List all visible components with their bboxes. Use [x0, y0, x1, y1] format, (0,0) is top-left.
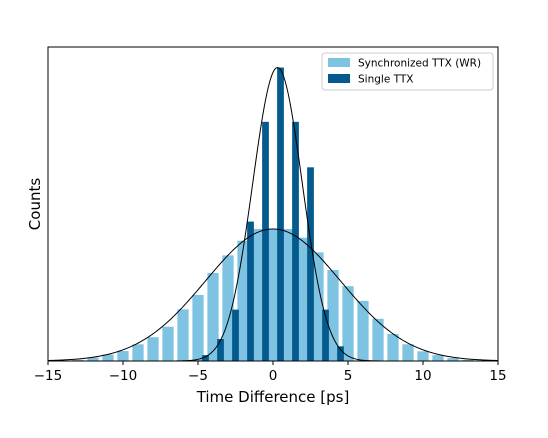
bar-synchronized-ttx	[117, 351, 129, 361]
bar-synchronized-ttx	[357, 300, 369, 361]
bar-synchronized-ttx	[87, 357, 99, 361]
bar-synchronized-ttx	[207, 272, 219, 361]
bar-synchronized-ttx	[267, 228, 279, 361]
single-ttx-bars	[202, 67, 344, 361]
x-tick-label: 5	[344, 368, 353, 384]
bar-synchronized-ttx	[297, 237, 309, 361]
legend-swatch-single-ttx	[328, 74, 350, 83]
bar-synchronized-ttx	[312, 252, 324, 361]
x-tick-label: −10	[109, 368, 138, 384]
bar-synchronized-ttx	[162, 326, 174, 361]
bar-single-ttx	[217, 338, 224, 361]
bar-synchronized-ttx	[147, 337, 159, 361]
bar-single-ttx	[277, 67, 284, 361]
legend-box	[321, 52, 494, 91]
bar-synchronized-ttx	[342, 286, 354, 361]
x-tick-label: 0	[269, 368, 278, 384]
x-tick-label: 15	[489, 368, 506, 384]
bar-single-ttx	[337, 346, 344, 361]
legend-swatch-synchronized-ttx	[328, 58, 350, 67]
x-axis-label: Time Difference [ps]	[196, 388, 350, 406]
plot-area	[47, 67, 499, 362]
legend: Synchronized TTX (WR) Single TTX	[321, 52, 494, 91]
bar-synchronized-ttx	[222, 255, 234, 361]
bar-synchronized-ttx	[327, 270, 339, 361]
bar-synchronized-ttx	[402, 344, 414, 361]
bar-synchronized-ttx	[237, 240, 249, 361]
bar-synchronized-ttx	[372, 318, 384, 361]
bar-single-ttx	[322, 309, 329, 361]
bar-synchronized-ttx	[192, 294, 204, 361]
bar-single-ttx	[262, 121, 269, 361]
synchronized-ttx-fit-curve	[47, 228, 499, 361]
bar-synchronized-ttx	[447, 358, 459, 361]
bar-single-ttx	[232, 309, 239, 361]
bar-synchronized-ttx	[177, 309, 189, 361]
bar-synchronized-ttx	[462, 359, 474, 361]
bar-single-ttx	[307, 167, 314, 361]
y-axis-label: Counts	[26, 178, 44, 231]
bar-synchronized-ttx	[252, 228, 264, 361]
bar-synchronized-ttx	[72, 359, 84, 361]
legend-label-synchronized-ttx: Synchronized TTX (WR)	[358, 58, 481, 70]
x-axis: −15 −10 −5 0 5 10 15	[34, 361, 507, 384]
bar-synchronized-ttx	[282, 228, 294, 361]
x-tick-label: −5	[188, 368, 208, 384]
bar-synchronized-ttx	[132, 344, 144, 361]
x-tick-label: −15	[34, 368, 63, 384]
bar-synchronized-ttx	[102, 354, 114, 361]
bar-single-ttx	[247, 221, 254, 361]
legend-label-single-ttx: Single TTX	[358, 74, 413, 86]
bar-single-ttx	[292, 121, 299, 361]
bar-synchronized-ttx	[417, 351, 429, 361]
x-tick-label: 10	[414, 368, 431, 384]
synchronized-ttx-bars	[57, 228, 489, 361]
bar-single-ttx	[202, 355, 209, 361]
bar-synchronized-ttx	[432, 355, 444, 361]
bar-synchronized-ttx	[387, 334, 399, 361]
